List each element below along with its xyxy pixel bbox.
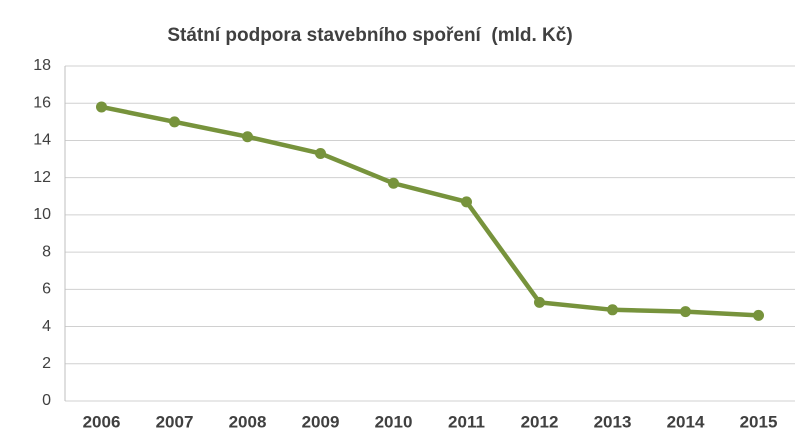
marker — [315, 147, 326, 159]
marker — [461, 196, 472, 208]
y-tick-label: 2 — [42, 355, 51, 372]
y-tick-label: 0 — [42, 392, 51, 409]
marker — [753, 309, 764, 321]
y-tick-label: 8 — [42, 243, 51, 260]
y-tick-label: 14 — [33, 132, 51, 149]
x-tick-label: 2010 — [375, 412, 413, 431]
y-tick-label: 12 — [33, 169, 51, 186]
x-tick-label: 2015 — [740, 412, 778, 431]
marker — [96, 101, 107, 113]
chart-title: Státní podpora stavebního spoření (mld. … — [167, 25, 572, 46]
y-tick-label: 10 — [33, 206, 51, 223]
x-tick-label: 2006 — [83, 412, 121, 431]
marker — [607, 304, 618, 316]
x-tick-label: 2012 — [521, 412, 559, 431]
y-tick-label: 18 — [33, 57, 51, 74]
marker — [242, 131, 253, 143]
x-tick-label: 2008 — [229, 412, 267, 431]
marker — [169, 116, 180, 128]
y-tick-label: 4 — [42, 318, 51, 335]
x-tick-label: 2013 — [594, 412, 632, 431]
y-tick-label: 6 — [42, 281, 51, 298]
x-tick-label: 2009 — [302, 412, 340, 431]
line — [101, 104, 759, 318]
marker — [388, 177, 399, 189]
marker — [680, 306, 691, 318]
x-tick-label: 2014 — [667, 412, 705, 431]
x-tick-label: 2011 — [448, 412, 485, 431]
marker — [534, 296, 545, 308]
y-tick-label: 16 — [33, 94, 51, 111]
x-tick-label: 2007 — [156, 412, 194, 431]
